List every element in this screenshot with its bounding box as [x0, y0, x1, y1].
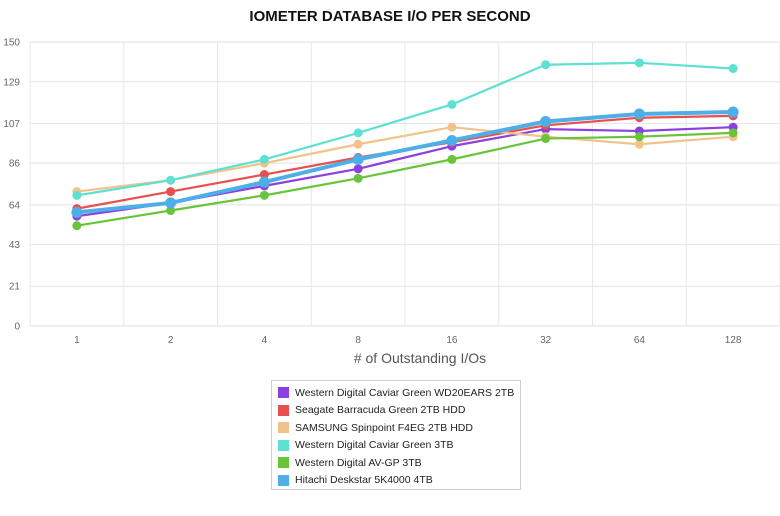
- legend-item: Hitachi Deskstar 5K4000 4TB: [278, 472, 514, 490]
- x-axis-title: # of Outstanding I/Os: [354, 350, 486, 366]
- data-point: [540, 116, 552, 128]
- legend-item: Western Digital Caviar Green WD20EARS 2T…: [278, 384, 514, 402]
- y-tick-label: 129: [3, 77, 20, 88]
- series-line: [75, 131, 735, 227]
- data-point: [166, 187, 176, 197]
- series-line: [74, 110, 736, 215]
- legend-item: SAMSUNG Spinpoint F4EG 2TB HDD: [278, 419, 514, 437]
- data-point: [728, 64, 738, 74]
- data-point: [447, 154, 457, 164]
- line-chart: 0 21 43 64 86 107 129 150 1 2 4 8 16 32 64 128 # of Ou…: [3, 38, 780, 366]
- data-point: [446, 134, 458, 146]
- legend-label: Western Digital Caviar Green 3TB: [295, 439, 454, 452]
- data-point: [541, 134, 551, 144]
- series-line: [75, 61, 735, 197]
- legend-swatch: [278, 474, 289, 486]
- y-tick-label: 0: [14, 322, 20, 333]
- legend-label: Western Digital AV-GP 3TB: [295, 456, 422, 469]
- y-tick-label: 64: [9, 200, 21, 211]
- x-axis-ticks: 1 2 4 8 16 32 64 128: [74, 335, 742, 346]
- data-point: [166, 175, 176, 185]
- data-point: [728, 128, 738, 138]
- x-tick-label: 4: [262, 335, 268, 346]
- legend-swatch: [278, 404, 289, 416]
- data-point: [541, 60, 551, 70]
- data-point: [353, 128, 363, 138]
- data-point: [353, 164, 363, 174]
- legend-item: Western Digital AV-GP 3TB: [278, 454, 514, 472]
- y-axis-ticks: 0 21 43 64 86 107 129 150: [3, 38, 20, 333]
- data-point: [353, 173, 363, 183]
- y-tick-label: 43: [9, 240, 21, 251]
- x-tick-label: 2: [168, 335, 174, 346]
- x-tick-label: 8: [355, 335, 361, 346]
- data-point: [634, 139, 644, 149]
- x-tick-label: 1: [74, 335, 80, 346]
- data-point: [258, 176, 270, 188]
- data-point: [166, 206, 176, 216]
- y-tick-label: 150: [3, 38, 20, 49]
- data-point: [72, 221, 82, 231]
- y-tick-label: 86: [9, 159, 21, 170]
- data-point: [259, 190, 269, 200]
- series-4: [72, 58, 738, 200]
- series-lines: [71, 58, 739, 231]
- data-point: [72, 190, 82, 200]
- legend-item: Western Digital Caviar Green 3TB: [278, 437, 514, 455]
- data-point: [727, 106, 739, 118]
- legend-swatch: [278, 422, 289, 434]
- legend-swatch: [278, 457, 289, 469]
- legend-label: Hitachi Deskstar 5K4000 4TB: [295, 474, 433, 487]
- data-point: [634, 58, 644, 68]
- data-point: [634, 132, 644, 142]
- legend-label: Western Digital Caviar Green WD20EARS 2T…: [295, 386, 515, 399]
- legend-swatch: [278, 439, 289, 451]
- grid-lines: [29, 41, 780, 327]
- x-tick-label: 32: [540, 335, 552, 346]
- x-tick-label: 128: [725, 335, 742, 346]
- x-tick-label: 16: [446, 335, 458, 346]
- data-point: [259, 154, 269, 164]
- data-point: [633, 108, 645, 120]
- x-tick-label: 64: [634, 335, 646, 346]
- data-point: [447, 122, 457, 132]
- data-point: [71, 206, 83, 218]
- data-point: [352, 153, 364, 165]
- data-point: [353, 139, 363, 149]
- legend: Western Digital Caviar Green WD20EARS 2T…: [271, 380, 521, 490]
- data-point: [447, 99, 457, 109]
- chart-title: IOMETER DATABASE I/O PER SECOND: [249, 8, 531, 25]
- legend-item: Seagate Barracuda Green 2TB HDD: [278, 402, 514, 420]
- series-6: [71, 106, 739, 218]
- series-5: [72, 128, 738, 231]
- legend-label: SAMSUNG Spinpoint F4EG 2TB HDD: [295, 421, 473, 434]
- y-tick-label: 21: [9, 282, 21, 293]
- legend-swatch: [278, 387, 289, 399]
- legend-label: Seagate Barracuda Green 2TB HDD: [295, 404, 466, 417]
- y-tick-label: 107: [3, 119, 20, 130]
- data-point: [165, 197, 177, 209]
- data-point: [259, 170, 269, 180]
